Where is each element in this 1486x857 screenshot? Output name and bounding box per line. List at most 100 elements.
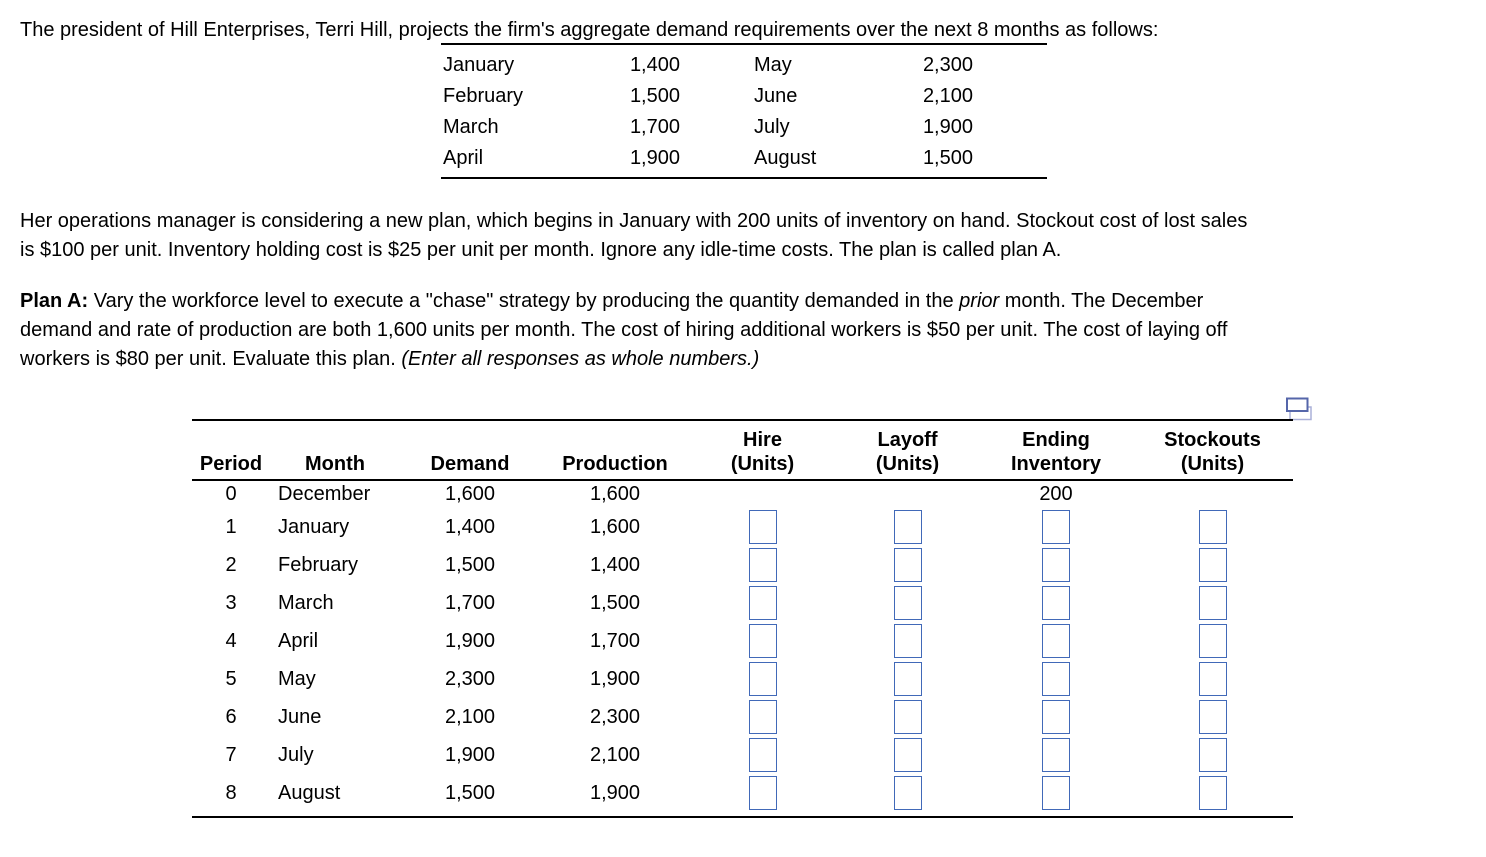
production-value: 1,700 [589, 629, 641, 652]
demand-value: 1,500 [922, 147, 973, 169]
demand-value: 2,300 [444, 667, 496, 690]
stockouts-input[interactable] [1198, 700, 1227, 734]
stockouts-input[interactable] [1198, 586, 1227, 620]
stockouts-input[interactable] [1198, 662, 1227, 696]
whole-numbers-note-italic: (Enter all responses as whole numbers.) [401, 348, 760, 370]
month-value: May [278, 667, 316, 690]
layoff-input[interactable] [893, 510, 922, 544]
period-value: 4 [225, 629, 237, 652]
production-value: 1,500 [589, 591, 641, 614]
layoff-input[interactable] [893, 662, 922, 696]
month-label: July [754, 116, 790, 138]
period-value: 0 [225, 483, 237, 505]
demand-value: 1,900 [444, 743, 496, 766]
table-row-period-7: 7 July 1,900 2,100 [192, 736, 1293, 774]
ending-inventory-initial-value: 200 [1039, 483, 1073, 505]
stockouts-input[interactable] [1198, 776, 1227, 810]
header-demand: Demand [430, 453, 510, 475]
month-value: December [278, 483, 371, 505]
demand-value: 2,100 [922, 85, 973, 107]
plan-a-text: month. The December [999, 290, 1204, 312]
plan-description-line2: is $100 per unit. Inventory holding cost… [20, 239, 1062, 261]
production-value: 2,100 [589, 743, 641, 766]
plan-a-paragraph: Plan A: Vary the workforce level to exec… [20, 287, 1480, 374]
demand-value: 1,700 [444, 591, 496, 614]
hire-input[interactable] [748, 548, 777, 582]
header-production: Production [562, 453, 668, 475]
production-value: 1,600 [589, 483, 641, 505]
demand-table-body: January 1,400 May 2,300 February 1,500 J… [441, 50, 1047, 174]
hire-input[interactable] [748, 776, 777, 810]
ending-inventory-input[interactable] [1042, 700, 1070, 734]
hire-input[interactable] [748, 624, 777, 658]
period-value: 1 [225, 515, 237, 538]
layoff-input[interactable] [893, 548, 922, 582]
ending-inventory-input[interactable] [1042, 548, 1070, 582]
demand-value: 1,900 [629, 147, 680, 169]
plan-a-line3: workers is $80 per unit. Evaluate this p… [20, 345, 1480, 374]
table-row-period-8: 8 August 1,500 1,900 [192, 774, 1293, 812]
demand-value: 1,600 [444, 483, 496, 505]
header-layoff-units: Layoff (Units) [875, 429, 940, 475]
prior-italic: prior [959, 290, 1000, 312]
period-value: 2 [225, 553, 237, 576]
plan-a-table-header: Period Month Demand Production Hire (Unit… [192, 421, 1293, 481]
demand-table-row: April 1,900 August 1,500 [441, 143, 1047, 174]
stockouts-input[interactable] [1198, 624, 1227, 658]
header-stockouts-units: Stockouts (Units) [1164, 429, 1261, 475]
month-label: August [754, 147, 817, 169]
stockouts-input[interactable] [1198, 510, 1227, 544]
ending-inventory-input[interactable] [1042, 738, 1070, 772]
demand-table-row: January 1,400 May 2,300 [441, 50, 1047, 81]
hire-input[interactable] [748, 662, 777, 696]
layoff-input[interactable] [893, 624, 922, 658]
demand-value: 2,100 [444, 705, 496, 728]
production-value: 2,300 [589, 705, 641, 728]
table-row-period-6: 6 June 2,100 2,300 [192, 698, 1293, 736]
demand-value: 1,500 [629, 85, 680, 107]
plan-a-line1: Plan A: Vary the workforce level to exec… [20, 287, 1480, 316]
demand-value: 1,500 [444, 553, 496, 576]
hire-input[interactable] [748, 510, 777, 544]
period-value: 7 [225, 743, 237, 766]
ending-inventory-input[interactable] [1042, 624, 1070, 658]
ending-inventory-input[interactable] [1042, 586, 1070, 620]
header-hire-units: Hire (Units) [730, 429, 795, 475]
copy-table-icon[interactable] [1286, 396, 1313, 422]
table-row-period-3: 3 March 1,700 1,500 [192, 584, 1293, 622]
hire-input[interactable] [748, 586, 777, 620]
ending-inventory-input[interactable] [1042, 776, 1070, 810]
hire-input[interactable] [748, 700, 777, 734]
period-value: 6 [225, 705, 237, 728]
month-label: February [443, 85, 524, 107]
stockouts-input[interactable] [1198, 548, 1227, 582]
production-value: 1,400 [589, 553, 641, 576]
layoff-input[interactable] [893, 776, 922, 810]
table-row-period-2: 2 February 1,500 1,400 [192, 546, 1293, 584]
production-value: 1,600 [589, 515, 641, 538]
table-row-period-4: 4 April 1,900 1,700 [192, 622, 1293, 660]
month-label: March [443, 116, 499, 138]
plan-a-table: Period Month Demand Production Hire (Unit… [192, 419, 1293, 818]
period-value: 5 [225, 667, 237, 690]
table-row-period-0: 0 December 1,600 1,600 200 [192, 481, 1293, 508]
period-value: 8 [225, 781, 237, 804]
hire-input[interactable] [748, 738, 777, 772]
demand-value: 2,300 [922, 54, 973, 76]
layoff-input[interactable] [893, 586, 922, 620]
month-value: July [278, 743, 314, 766]
stockouts-input[interactable] [1198, 738, 1227, 772]
demand-value: 1,400 [629, 54, 680, 76]
ending-inventory-input[interactable] [1042, 510, 1070, 544]
layoff-input[interactable] [893, 738, 922, 772]
layoff-input[interactable] [893, 700, 922, 734]
month-label: May [754, 54, 792, 76]
plan-a-line2: demand and rate of production are both 1… [20, 319, 1228, 341]
month-value: February [278, 553, 359, 576]
table-row-period-5: 5 May 2,300 1,900 [192, 660, 1293, 698]
production-value: 1,900 [589, 781, 641, 804]
month-value: June [278, 705, 322, 728]
month-value: March [278, 591, 334, 614]
ending-inventory-input[interactable] [1042, 662, 1070, 696]
